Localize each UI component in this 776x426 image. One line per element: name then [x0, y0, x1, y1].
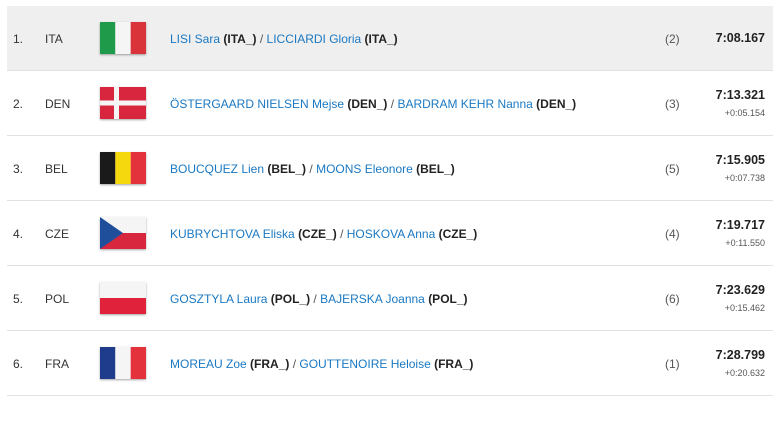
lane: (4): [665, 227, 680, 241]
flag: [100, 217, 146, 249]
rank: 6.: [13, 357, 24, 371]
rank: 3.: [13, 162, 24, 176]
rank: 1.: [13, 32, 24, 46]
athlete-link[interactable]: LICCIARDI Gloria: [266, 32, 362, 46]
result-row: 4. CZE KUBRYCHTOVA Eliska (CZE_) / HOSKO…: [7, 201, 773, 266]
result-row: 3. BEL BOUCQUEZ Lien (BEL_) / MOONS Eleo…: [7, 136, 773, 201]
time-diff: +0:05.154: [724, 108, 765, 118]
country-code: BEL: [45, 162, 68, 176]
athlete-link[interactable]: BARDRAM KEHR Nanna: [397, 97, 533, 111]
athlete-link[interactable]: GOSZTYLA Laura: [170, 292, 268, 306]
result-time: 7:13.321 +0:05.154: [716, 71, 765, 135]
separator: /: [309, 162, 313, 176]
athlete-link[interactable]: KUBRYCHTOVA Eliska: [170, 227, 295, 241]
athlete-team: (POL_): [270, 292, 311, 306]
athlete-team: (DEN_): [536, 97, 577, 111]
result-time: 7:08.167: [716, 6, 765, 70]
athlete-link[interactable]: BAJERSKA Joanna: [320, 292, 425, 306]
country-code: ITA: [45, 32, 63, 46]
lane: (5): [665, 162, 680, 176]
country-code: POL: [45, 292, 70, 306]
athlete-team: (BEL_): [416, 162, 455, 176]
time: 7:23.629: [715, 283, 765, 297]
result-time: 7:19.717 +0:11.550: [716, 201, 765, 265]
crew: GOSZTYLA Laura (POL_) / BAJERSKA Joanna …: [170, 292, 468, 306]
time-diff: +0:07.738: [724, 173, 765, 183]
rank: 4.: [13, 227, 24, 241]
separator: /: [259, 32, 264, 46]
athlete-link[interactable]: LISI Sara: [170, 32, 221, 46]
athlete-link[interactable]: MOONS Eleonore: [316, 162, 413, 176]
athlete-link[interactable]: ÖSTERGAARD NIELSEN Mejse: [170, 97, 345, 111]
country-code: CZE: [45, 227, 69, 241]
result-time: 7:28.799 +0:20.632: [716, 331, 765, 395]
time: 7:08.167: [715, 31, 765, 45]
time-diff: +0:15.462: [724, 303, 765, 313]
crew: LISI Sara (ITA_) / LICCIARDI Gloria (ITA…: [170, 32, 398, 46]
separator: /: [292, 357, 297, 371]
crew: KUBRYCHTOVA Eliska (CZE_) / HOSKOVA Anna…: [170, 227, 477, 241]
rank: 5.: [13, 292, 24, 306]
country-code: FRA: [45, 357, 69, 371]
crew: MOREAU Zoe (FRA_) / GOUTTENOIRE Heloise …: [170, 357, 473, 371]
result-row: 6. FRA MOREAU Zoe (FRA_) / GOUTTENOIRE H…: [7, 331, 773, 396]
time: 7:13.321: [715, 88, 765, 102]
athlete-team: (CZE_): [438, 227, 478, 241]
separator: /: [390, 97, 395, 111]
athlete-team: (FRA_): [434, 357, 474, 371]
result-time: 7:23.629 +0:15.462: [716, 266, 765, 330]
athlete-team: (ITA_): [364, 32, 398, 46]
lane: (6): [665, 292, 680, 306]
country-code: DEN: [45, 97, 71, 111]
athlete-team: (DEN_): [347, 97, 388, 111]
result-time: 7:15.905 +0:07.738: [716, 136, 765, 200]
athlete-link[interactable]: HOSKOVA Anna: [346, 227, 436, 241]
result-row: 1. ITA LISI Sara (ITA_) / LICCIARDI Glor…: [7, 6, 773, 71]
athlete-team: (CZE_): [298, 227, 337, 241]
separator: /: [340, 227, 344, 241]
time-diff: +0:20.632: [724, 368, 765, 378]
flag: [100, 87, 146, 119]
flag: [100, 282, 146, 314]
time-diff: +0:11.550: [725, 238, 765, 248]
crew: ÖSTERGAARD NIELSEN Mejse (DEN_) / BARDRA…: [170, 97, 576, 111]
lane: (1): [665, 357, 680, 371]
time: 7:15.905: [715, 153, 765, 167]
time: 7:28.799: [715, 348, 765, 362]
athlete-link[interactable]: GOUTTENOIRE Heloise: [299, 357, 431, 371]
athlete-team: (BEL_): [267, 162, 307, 176]
athlete-team: (FRA_): [250, 357, 290, 371]
crew: BOUCQUEZ Lien (BEL_) / MOONS Eleonore (B…: [170, 162, 455, 176]
athlete-link[interactable]: MOREAU Zoe: [170, 357, 247, 371]
athlete-team: (ITA_): [223, 32, 257, 46]
athlete-team: (POL_): [428, 292, 468, 306]
lane: (2): [665, 32, 680, 46]
separator: /: [313, 292, 317, 306]
time: 7:19.717: [715, 218, 765, 232]
result-row: 2. DEN ÖSTERGAARD NIELSEN Mejse (DEN_) /…: [7, 71, 773, 136]
rank: 2.: [13, 97, 24, 111]
flag: [100, 152, 146, 184]
flag: [100, 22, 146, 54]
athlete-link[interactable]: BOUCQUEZ Lien: [170, 162, 265, 176]
lane: (3): [665, 97, 680, 111]
flag: [100, 347, 146, 379]
result-row: 5. POL GOSZTYLA Laura (POL_) / BAJERSKA …: [7, 266, 773, 331]
